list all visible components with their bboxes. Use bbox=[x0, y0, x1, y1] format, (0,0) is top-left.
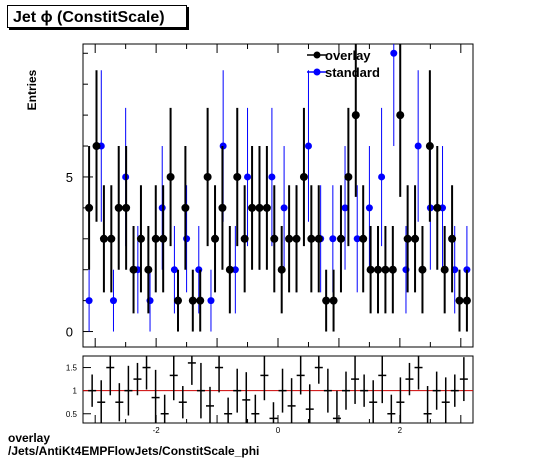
standard-point bbox=[85, 297, 93, 305]
overlay-point bbox=[129, 265, 138, 274]
standard-point bbox=[244, 173, 252, 181]
overlay-point bbox=[151, 234, 160, 243]
overlay-point bbox=[433, 203, 442, 212]
overlay-point bbox=[136, 234, 145, 243]
overlay-point bbox=[203, 172, 212, 181]
standard-point bbox=[365, 204, 373, 212]
overlay-point bbox=[285, 234, 294, 243]
overlay-point bbox=[336, 234, 345, 243]
overlay-point bbox=[277, 265, 286, 274]
standard-point bbox=[109, 297, 117, 305]
y-axis-label: Entries bbox=[25, 69, 39, 110]
overlay-point bbox=[396, 111, 405, 120]
overlay-point bbox=[359, 234, 368, 243]
overlay-point bbox=[166, 172, 175, 181]
overlay-point bbox=[374, 265, 383, 274]
standard-point bbox=[170, 266, 178, 274]
ratio-frame-rect bbox=[82, 355, 474, 424]
ratio-x-tick-label: 2 bbox=[398, 426, 403, 435]
overlay-point bbox=[173, 296, 182, 305]
overlay-point bbox=[314, 234, 323, 243]
overlay-point bbox=[107, 234, 116, 243]
ratio-y-tick-label: 0.5 bbox=[66, 410, 78, 419]
overlay-point bbox=[225, 265, 234, 274]
overlay-point bbox=[322, 296, 331, 305]
overlay-point bbox=[188, 296, 197, 305]
chart-title: Jet ϕ (ConstitScale) bbox=[7, 5, 187, 28]
standard-point bbox=[183, 235, 191, 243]
ratio-plot-frame bbox=[82, 355, 474, 424]
ratio-x-tick-label: 0 bbox=[276, 426, 281, 435]
legend-label-standard: standard bbox=[325, 65, 380, 80]
footer-path: overlay /Jets/AntiKt4EMPFlowJets/Constit… bbox=[8, 432, 259, 458]
overlay-point bbox=[262, 203, 271, 212]
overlay-point bbox=[270, 234, 279, 243]
overlay-point bbox=[344, 172, 353, 181]
overlay-point bbox=[92, 142, 101, 151]
standard-point bbox=[268, 173, 276, 181]
overlay-point bbox=[307, 234, 316, 243]
overlay-point bbox=[159, 234, 168, 243]
overlay-point bbox=[455, 296, 464, 305]
overlay-point bbox=[388, 265, 397, 274]
overlay-point bbox=[181, 203, 190, 212]
overlay-point bbox=[122, 203, 131, 212]
legend-marker-overlay bbox=[313, 51, 321, 59]
main-data-marks bbox=[85, 44, 471, 332]
y-tick-label: 0 bbox=[66, 325, 73, 340]
ratio-data-marks bbox=[88, 356, 468, 423]
overlay-point bbox=[85, 203, 94, 212]
overlay-point bbox=[425, 142, 434, 151]
overlay-point bbox=[411, 234, 420, 243]
overlay-point bbox=[329, 296, 338, 305]
overlay-point bbox=[351, 111, 360, 120]
legend-label-overlay: overlay bbox=[325, 48, 371, 63]
legend-marker-standard bbox=[313, 68, 321, 76]
legend: overlay standard bbox=[307, 48, 380, 80]
overlay-point bbox=[218, 203, 227, 212]
overlay-point bbox=[248, 203, 257, 212]
standard-point bbox=[231, 266, 239, 274]
overlay-point bbox=[381, 265, 390, 274]
overlay-point bbox=[462, 296, 471, 305]
y-tick-label: 5 bbox=[66, 170, 73, 185]
standard-point bbox=[280, 204, 288, 212]
overlay-point bbox=[403, 234, 412, 243]
overlay-point bbox=[255, 203, 264, 212]
standard-point bbox=[378, 173, 386, 181]
overlay-point bbox=[448, 234, 457, 243]
overlay-point bbox=[114, 203, 123, 212]
ratio-axes: 0.5 1 1.5 -2 0 2 bbox=[66, 364, 473, 435]
main-y-axis: 05 bbox=[66, 44, 462, 347]
overlay-point bbox=[418, 265, 427, 274]
standard-point bbox=[414, 142, 422, 150]
overlay-point bbox=[366, 265, 375, 274]
standard-point bbox=[195, 266, 203, 274]
overlay-point bbox=[299, 172, 308, 181]
overlay-point bbox=[440, 265, 449, 274]
standard-point bbox=[304, 142, 312, 150]
overlay-point bbox=[196, 296, 205, 305]
standard-point bbox=[341, 204, 349, 212]
footer-line-1: overlay bbox=[8, 431, 51, 445]
overlay-point bbox=[292, 234, 301, 243]
overlay-point bbox=[144, 265, 153, 274]
standard-point bbox=[353, 235, 361, 243]
standard-point bbox=[207, 297, 215, 305]
overlay-point bbox=[240, 234, 249, 243]
overlay-point bbox=[233, 172, 242, 181]
footer-line-2: /Jets/AntiKt4EMPFlowJets/ConstitScale_ph… bbox=[8, 444, 260, 458]
standard-point bbox=[329, 235, 337, 243]
overlay-point bbox=[211, 234, 220, 243]
ratio-x-tick-label: -2 bbox=[153, 426, 161, 435]
ratio-y-tick-label: 1.5 bbox=[66, 364, 78, 373]
standard-point bbox=[390, 49, 398, 57]
overlay-point bbox=[99, 234, 108, 243]
ratio-y-tick-label: 1 bbox=[73, 387, 78, 396]
